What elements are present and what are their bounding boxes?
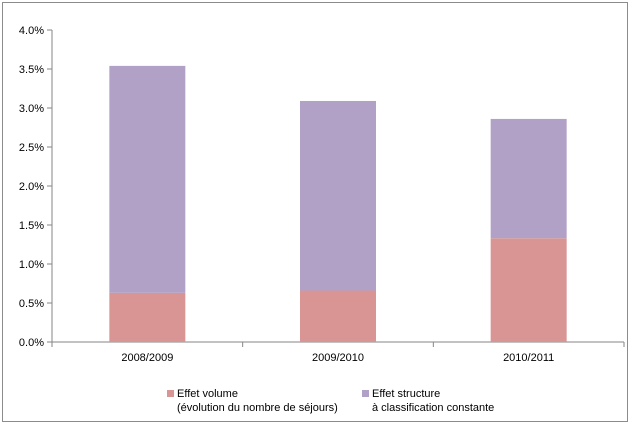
y-tick-label: 3.0% [19,103,44,115]
x-tick-label: 2009/2010 [312,352,364,364]
x-tick-label: 2008/2009 [121,352,173,364]
bar-segment-volume [109,292,186,342]
legend-label-volume: Effet volume (évolution du nombre de séj… [177,388,338,414]
legend-swatch-structure [362,390,369,397]
y-tick-label: 2.0% [19,181,44,193]
bar-segment-structure [490,118,567,239]
y-tick-label: 0.0% [19,337,44,349]
legend-label-structure: Effet structure à classification constan… [372,388,495,414]
bar-segment-structure [300,100,376,291]
y-tick-label: 4.0% [19,25,44,37]
chart-area: 0.0% 0.5% 1.0% 1.5% 2.0% 2.5% 3.0% 3.5% 4.0% 2008… [2,2,628,422]
y-tick-label: 2.5% [19,142,44,154]
stacked-bar-chart: 0.0% 0.5% 1.0% 1.5% 2.0% 2.5% 3.0% 3.5% 4.0% 2008… [19,25,625,364]
legend-item-structure: Effet structure à classification constan… [362,387,494,415]
y-tick-label: 1.5% [19,220,44,232]
bar-segment-volume [490,238,567,342]
y-tick-label: 3.5% [19,64,44,76]
plot-area: 0.0% 0.5% 1.0% 1.5% 2.0% 2.5% 3.0% 3.5% 4.0% 2008… [19,25,625,364]
bar-segment-structure [109,65,186,293]
legend-swatch-volume [167,390,174,397]
bar-segment-volume [300,290,376,342]
y-tick-label: 1.0% [19,259,44,271]
x-tick-label: 2010/2011 [503,352,554,364]
legend: Effet volume (évolution du nombre de séj… [3,387,629,423]
legend-item-volume: Effet volume (évolution du nombre de séj… [167,387,338,415]
y-tick-label: 0.5% [19,298,44,310]
